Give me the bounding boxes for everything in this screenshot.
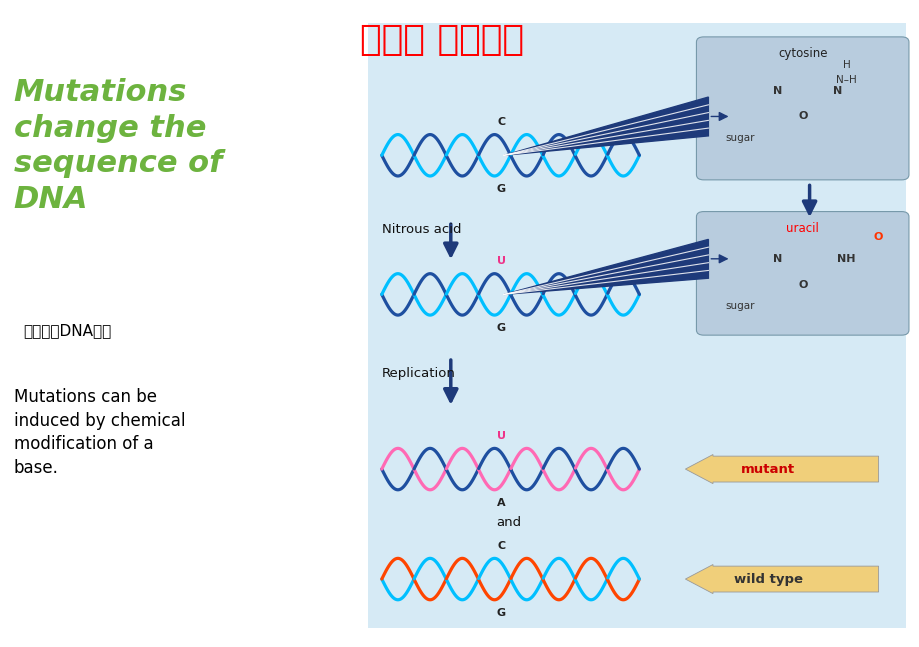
Text: cytosine: cytosine <box>777 47 826 60</box>
Text: C: C <box>497 541 505 551</box>
Text: NH: NH <box>836 254 855 264</box>
Text: Mutations can be
induced by chemical
modification of a
base.: Mutations can be induced by chemical mod… <box>14 388 185 477</box>
Text: O: O <box>798 111 807 122</box>
Text: N: N <box>832 85 841 96</box>
Text: U: U <box>496 256 505 266</box>
Text: H: H <box>842 60 849 70</box>
Text: Nitrous acid: Nitrous acid <box>381 223 460 236</box>
FancyBboxPatch shape <box>696 212 908 335</box>
Text: N–H: N–H <box>835 74 856 85</box>
Text: G: G <box>496 184 505 193</box>
Text: N: N <box>772 85 781 96</box>
Text: O: O <box>873 232 882 243</box>
Polygon shape <box>504 239 708 294</box>
Text: mutant: mutant <box>741 463 794 476</box>
Text: U: U <box>496 431 505 441</box>
Text: G: G <box>496 608 505 617</box>
Text: wild type: wild type <box>733 573 802 586</box>
Text: Replication: Replication <box>381 367 455 380</box>
Text: uracil: uracil <box>786 222 818 235</box>
Text: sugar: sugar <box>725 301 754 311</box>
Text: 第一节 基因突变: 第一节 基因突变 <box>359 23 523 57</box>
Text: and: and <box>495 516 521 529</box>
Text: N: N <box>772 254 781 264</box>
FancyBboxPatch shape <box>696 37 908 180</box>
Text: 突变改变DNA顺序: 突变改变DNA顺序 <box>23 324 111 338</box>
Polygon shape <box>504 97 708 155</box>
FancyArrow shape <box>685 454 878 484</box>
Text: Mutations
change the
sequence of
DNA: Mutations change the sequence of DNA <box>14 78 221 214</box>
Text: sugar: sugar <box>725 133 754 143</box>
Text: G: G <box>496 323 505 333</box>
Text: A: A <box>496 498 505 507</box>
Bar <box>368 23 905 628</box>
Text: C: C <box>497 117 505 127</box>
Text: O: O <box>798 280 807 290</box>
FancyArrow shape <box>685 564 878 594</box>
